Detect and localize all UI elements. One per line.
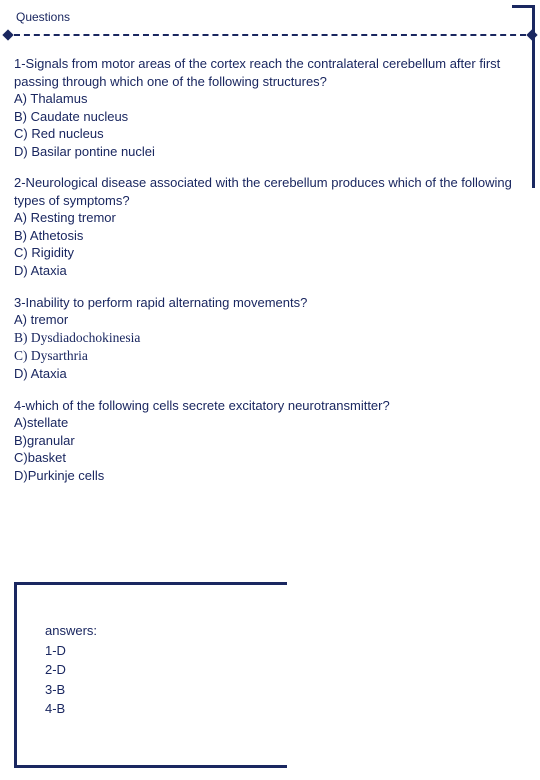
question-prompt: 3-Inability to perform rapid alternating… bbox=[14, 294, 512, 312]
question-option: C) Rigidity bbox=[14, 244, 512, 262]
answer-line: 1-D bbox=[45, 641, 287, 661]
question-option: A)stellate bbox=[14, 414, 512, 432]
diamond-left-icon bbox=[2, 29, 13, 40]
answer-line: 3-B bbox=[45, 680, 287, 700]
question-option: B) Athetosis bbox=[14, 227, 512, 245]
answer-line: 4-B bbox=[45, 699, 287, 719]
dash-line bbox=[14, 34, 526, 36]
divider-dashed bbox=[4, 30, 536, 40]
question-prompt: 1-Signals from motor areas of the cortex… bbox=[14, 55, 512, 90]
header-label: Questions bbox=[16, 10, 70, 24]
answers-heading: answers: bbox=[45, 621, 287, 641]
question-option: D) Ataxia bbox=[14, 262, 512, 280]
questions-content: 1-Signals from motor areas of the cortex… bbox=[14, 55, 512, 498]
question-option: A) tremor bbox=[14, 311, 512, 329]
question-prompt: 4-which of the following cells secrete e… bbox=[14, 397, 512, 415]
question-option: D) Basilar pontine nuclei bbox=[14, 143, 512, 161]
question-option: D) Ataxia bbox=[14, 365, 512, 383]
question-option: C)basket bbox=[14, 449, 512, 467]
answer-line: 2-D bbox=[45, 660, 287, 680]
question-option: C) Red nucleus bbox=[14, 125, 512, 143]
question-block: 1-Signals from motor areas of the cortex… bbox=[14, 55, 512, 160]
question-prompt: 2-Neurological disease associated with t… bbox=[14, 174, 512, 209]
question-option: B) Caudate nucleus bbox=[14, 108, 512, 126]
diamond-right-icon bbox=[526, 29, 537, 40]
question-option: A) Thalamus bbox=[14, 90, 512, 108]
question-option: B)granular bbox=[14, 432, 512, 450]
question-option: A) Resting tremor bbox=[14, 209, 512, 227]
question-block: 4-which of the following cells secrete e… bbox=[14, 397, 512, 485]
question-option: C) Dysarthria bbox=[14, 347, 512, 365]
question-option: D)Purkinje cells bbox=[14, 467, 512, 485]
question-option: B) Dysdiadochokinesia bbox=[14, 329, 512, 347]
question-block: 2-Neurological disease associated with t… bbox=[14, 174, 512, 279]
question-block: 3-Inability to perform rapid alternating… bbox=[14, 294, 512, 383]
page: Questions 1-Signals from motor areas of … bbox=[0, 0, 540, 780]
answers-frame: answers: 1-D 2-D 3-B 4-B bbox=[14, 582, 287, 768]
answers-content: answers: 1-D 2-D 3-B 4-B bbox=[17, 585, 287, 719]
